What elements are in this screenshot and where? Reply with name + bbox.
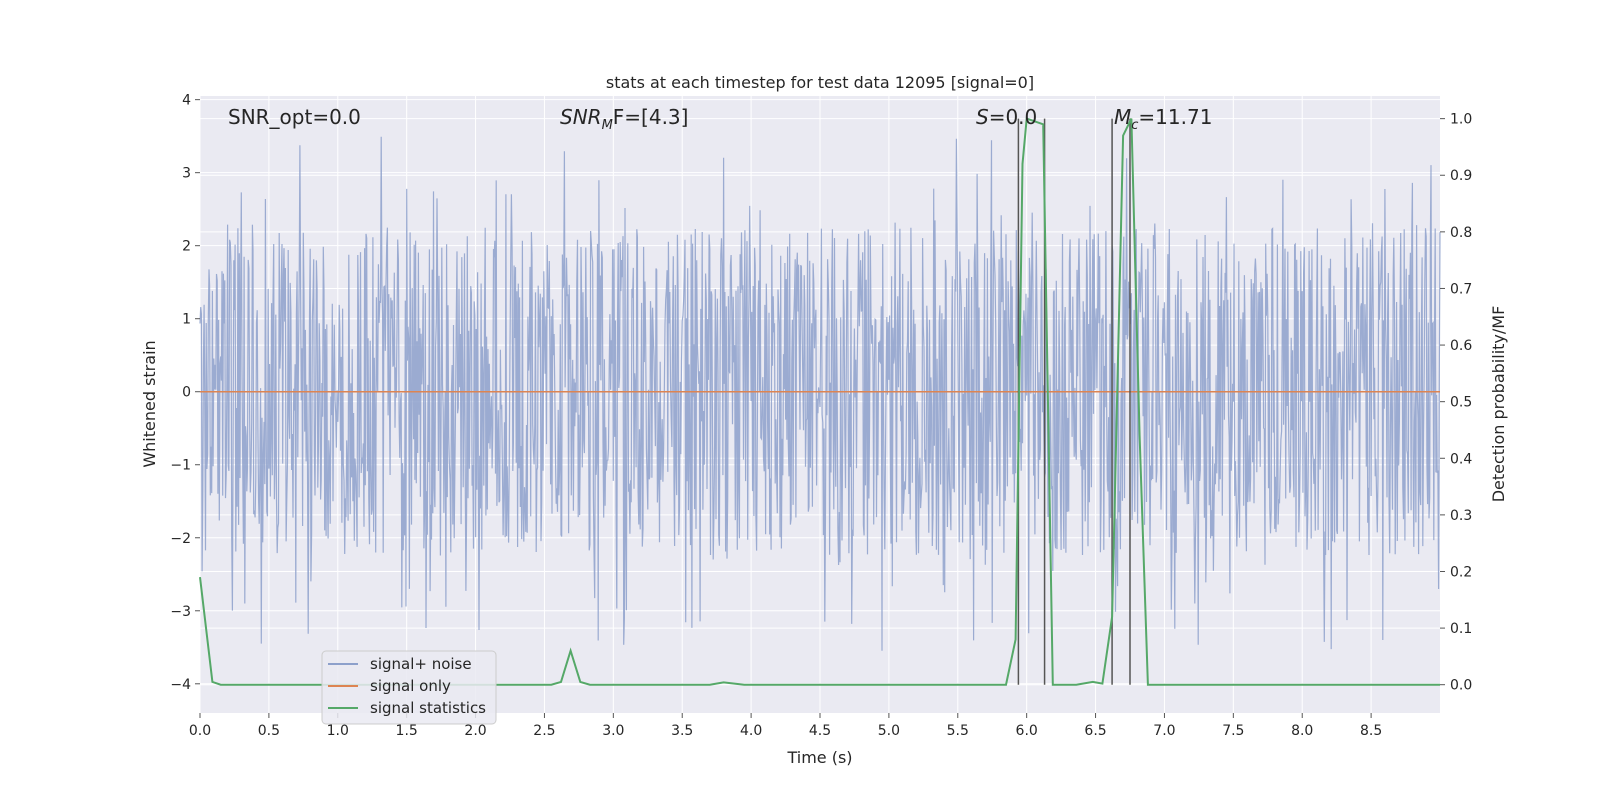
y-tick-label: −4 — [170, 677, 191, 693]
x-tick-label: 3.0 — [602, 723, 624, 739]
x-tick-label: 4.0 — [740, 723, 762, 739]
legend-label-noise: signal+ noise — [370, 655, 472, 673]
x-axis: 0.0 0.5 1.0 1.5 2.0 2.5 3.0 3.5 4.0 4.5 5.0 5.5 6.0 6… — [189, 713, 1382, 739]
y-axis-left: 4 3 2 1 0 −1 −2 −3 −4 — [170, 93, 200, 693]
series-signal-statistics — [199, 117, 1440, 686]
y-tick-label: −2 — [170, 531, 191, 547]
x-axis-label: Time (s) — [786, 748, 852, 767]
y2-tick-label: 0.3 — [1450, 508, 1472, 524]
legend-label-signal: signal only — [370, 677, 451, 695]
y-tick-label: 0 — [182, 385, 191, 401]
x-tick-label: 1.5 — [396, 723, 418, 739]
legend-label-statistics: signal statistics — [370, 699, 486, 717]
series-signal-noise — [199, 136, 1441, 651]
y2-tick-label: 0.2 — [1450, 564, 1472, 580]
legend-box — [321, 650, 497, 725]
y-axis-right-label: Detection probability/MF — [1489, 306, 1508, 503]
x-tick-label: 8.5 — [1360, 723, 1382, 739]
x-tick-label: 6.0 — [1016, 723, 1038, 739]
x-tick-label: 3.5 — [671, 723, 693, 739]
x-tick-label: 5.5 — [947, 723, 969, 739]
y2-tick-label: 0.8 — [1450, 225, 1472, 241]
y2-tick-label: 0.6 — [1450, 338, 1472, 354]
y-tick-label: 2 — [182, 239, 191, 255]
y2-tick-label: 0.9 — [1450, 168, 1472, 184]
y-axis-right: 1.0 0.9 0.8 0.7 0.6 0.5 0.4 0.3 0.2 0.1 0.0 — [1440, 112, 1472, 694]
annotation-snr-mf: SNRMF=[4.3] — [560, 105, 688, 133]
x-tick-label: 6.5 — [1084, 723, 1106, 739]
x-tick-label: 0.5 — [258, 723, 280, 739]
y2-tick-label: 1.0 — [1450, 112, 1472, 128]
x-tick-label: 2.0 — [464, 723, 486, 739]
y-tick-label: 4 — [182, 93, 191, 109]
x-tick-label: 8.0 — [1291, 723, 1313, 739]
y2-tick-label: 0.4 — [1450, 451, 1472, 467]
x-tick-label: 2.5 — [533, 723, 555, 739]
y2-tick-label: 0.0 — [1450, 678, 1472, 694]
chart-title: stats at each timestep for test data 120… — [606, 73, 1034, 92]
annotation-snr-opt: SNR_opt=0.0 — [228, 105, 361, 129]
x-tick-label: 4.5 — [809, 723, 831, 739]
annotation-mc: Mc=11.71 — [1114, 105, 1212, 133]
y-tick-label: 1 — [182, 312, 191, 328]
plot-area — [199, 117, 1441, 686]
y-axis-label: Whitened strain — [140, 340, 159, 467]
y-tick-label: −1 — [170, 458, 191, 474]
legend: signal+ noise signal only signal statist… — [321, 650, 497, 725]
x-tick-label: 7.5 — [1222, 723, 1244, 739]
y2-tick-label: 0.7 — [1450, 281, 1472, 297]
y-tick-label: −3 — [170, 604, 191, 620]
x-tick-label: 7.0 — [1153, 723, 1175, 739]
y2-tick-label: 0.5 — [1450, 395, 1472, 411]
x-tick-label: 1.0 — [327, 723, 349, 739]
annotation-s: S=0.0 — [976, 105, 1037, 129]
annotations: SNR_opt=0.0 SNRMF=[4.3] S=0.0 Mc=11.71 — [228, 105, 1212, 133]
x-tick-label: 0.0 — [189, 723, 211, 739]
y-tick-label: 3 — [182, 166, 191, 182]
y2-tick-label: 0.1 — [1450, 621, 1472, 637]
x-tick-label: 5.0 — [878, 723, 900, 739]
